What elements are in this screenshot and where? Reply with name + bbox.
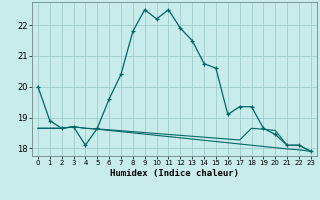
X-axis label: Humidex (Indice chaleur): Humidex (Indice chaleur) [110, 169, 239, 178]
